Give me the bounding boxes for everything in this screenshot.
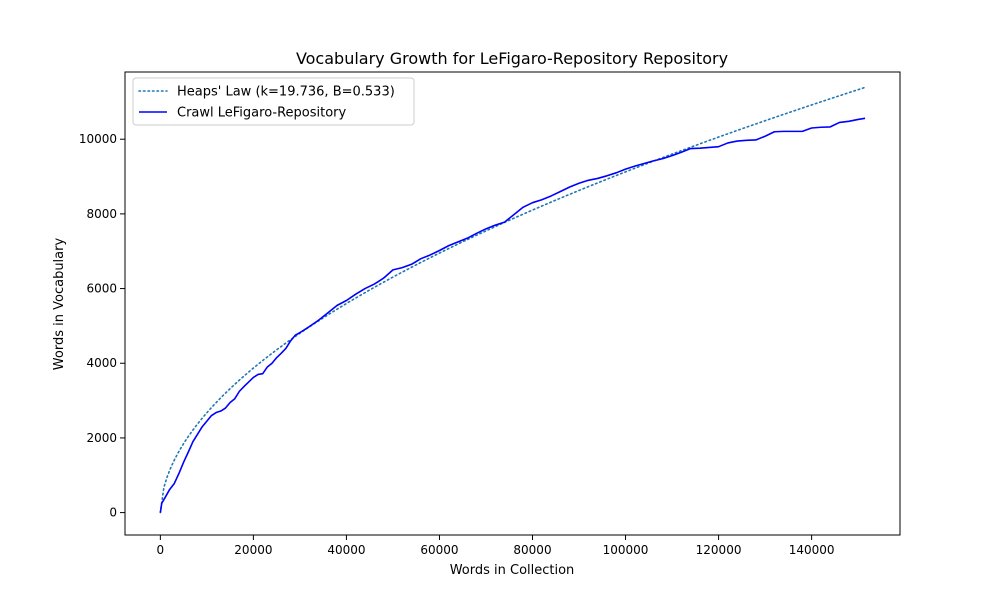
x-tick-label: 40000	[327, 543, 365, 557]
legend-entry: Crawl LeFigaro-Repository	[177, 106, 347, 121]
x-tick-label: 120000	[696, 543, 742, 557]
legend-entry: Heaps' Law (k=19.736, B=0.533)	[177, 85, 395, 100]
heaps-law-line	[159, 86, 866, 514]
crawl-line	[159, 117, 866, 513]
legend: Heaps' Law (k=19.736, B=0.533) Crawl LeFi…	[132, 77, 415, 126]
x-axis-label: Words in Collection	[450, 563, 575, 578]
x-tick-label: 80000	[513, 543, 551, 557]
y-tick-label: 0	[109, 506, 117, 520]
y-tick-label: 6000	[86, 282, 117, 296]
x-tick-label: 140000	[789, 543, 835, 557]
chart-title: Vocabulary Growth for LeFigaro-Repositor…	[296, 49, 728, 68]
x-tick-label: 0	[157, 543, 165, 557]
y-tick-label: 10000	[79, 132, 117, 146]
x-tick-label: 100000	[603, 543, 649, 557]
x-tick-label: 20000	[234, 543, 272, 557]
plot-area: 0 20000 40000 60000 80000 100000 120000 140000 0…	[79, 71, 901, 557]
y-axis-label: Words in Vocabulary	[52, 238, 67, 371]
plot-frame	[124, 71, 901, 536]
y-tick-label: 2000	[86, 431, 117, 445]
y-tick-label: 8000	[86, 207, 117, 221]
legend-box	[132, 77, 415, 126]
y-tick-label: 4000	[86, 356, 117, 370]
x-tick-label: 60000	[420, 543, 458, 557]
